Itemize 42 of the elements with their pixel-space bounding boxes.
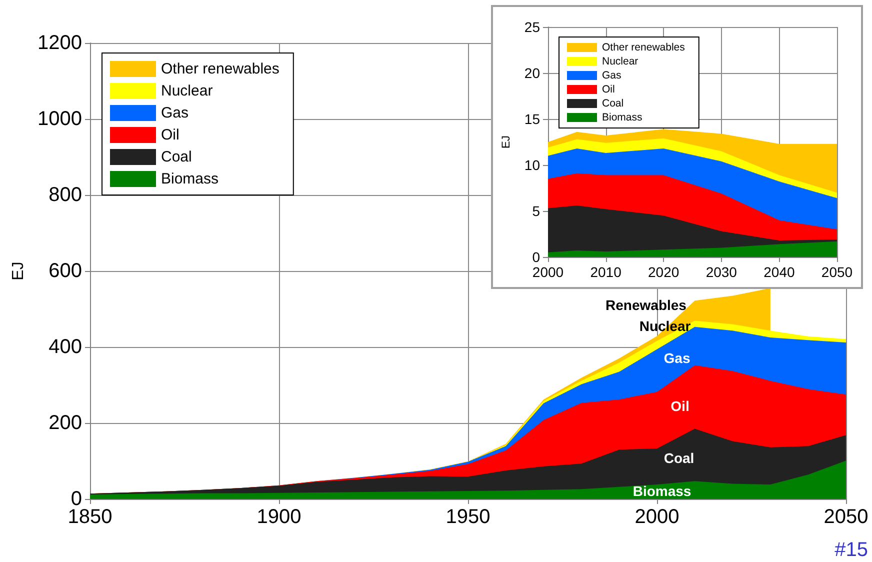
y-tick-label: 0 xyxy=(532,249,540,265)
legend-label: Oil xyxy=(161,126,180,144)
legend-label: Gas xyxy=(602,70,622,82)
text: #15 xyxy=(834,539,868,561)
legend-label: Gas xyxy=(161,104,189,122)
annotation: Renewables xyxy=(606,297,687,313)
legend-label: Nuclear xyxy=(602,56,639,68)
legend-label: Nuclear xyxy=(161,82,213,100)
y-tick-label: 400 xyxy=(48,336,82,358)
y-axis-title: EJ xyxy=(500,135,512,149)
y-tick-label: 15 xyxy=(524,111,540,127)
annotation: Biomass xyxy=(632,483,692,499)
legend-label: Other renewables xyxy=(161,60,280,78)
legend-label: Biomass xyxy=(602,112,642,124)
legend-label: Coal xyxy=(602,98,624,110)
y-tick-label: 25 xyxy=(524,19,540,35)
legend-label: Other renewables xyxy=(602,42,685,54)
legend-label: Coal xyxy=(161,148,192,166)
x-tick-label: 2020 xyxy=(648,264,680,280)
y-tick-label: 10 xyxy=(524,157,540,173)
y-tick-label: 800 xyxy=(48,184,82,206)
legend-label: Biomass xyxy=(161,170,219,188)
x-tick-label: 2050 xyxy=(824,506,868,528)
y-tick-label: 20 xyxy=(524,65,540,81)
x-tick-label: 2010 xyxy=(590,264,622,280)
legend-label: Oil xyxy=(602,84,615,96)
x-tick-label: 1950 xyxy=(446,506,490,528)
annotation: Oil xyxy=(670,398,690,414)
x-tick-label: 2000 xyxy=(532,264,564,280)
x-tick-label: 2040 xyxy=(764,264,795,280)
y-tick-label: 1000 xyxy=(38,108,82,130)
y-tick-label: 5 xyxy=(532,203,540,219)
y-tick-label: 200 xyxy=(48,412,82,434)
x-tick-label: 2030 xyxy=(706,264,738,280)
x-tick-label: 2050 xyxy=(821,264,853,280)
x-tick-label: 2000 xyxy=(634,506,680,528)
y-axis-title: EJ xyxy=(10,262,28,280)
y-tick-label: 600 xyxy=(48,260,82,282)
y-tick-label: 1200 xyxy=(38,32,82,54)
annotation: Gas xyxy=(664,350,690,366)
x-tick-label: 1900 xyxy=(256,506,302,528)
annotation: Coal xyxy=(664,450,694,466)
